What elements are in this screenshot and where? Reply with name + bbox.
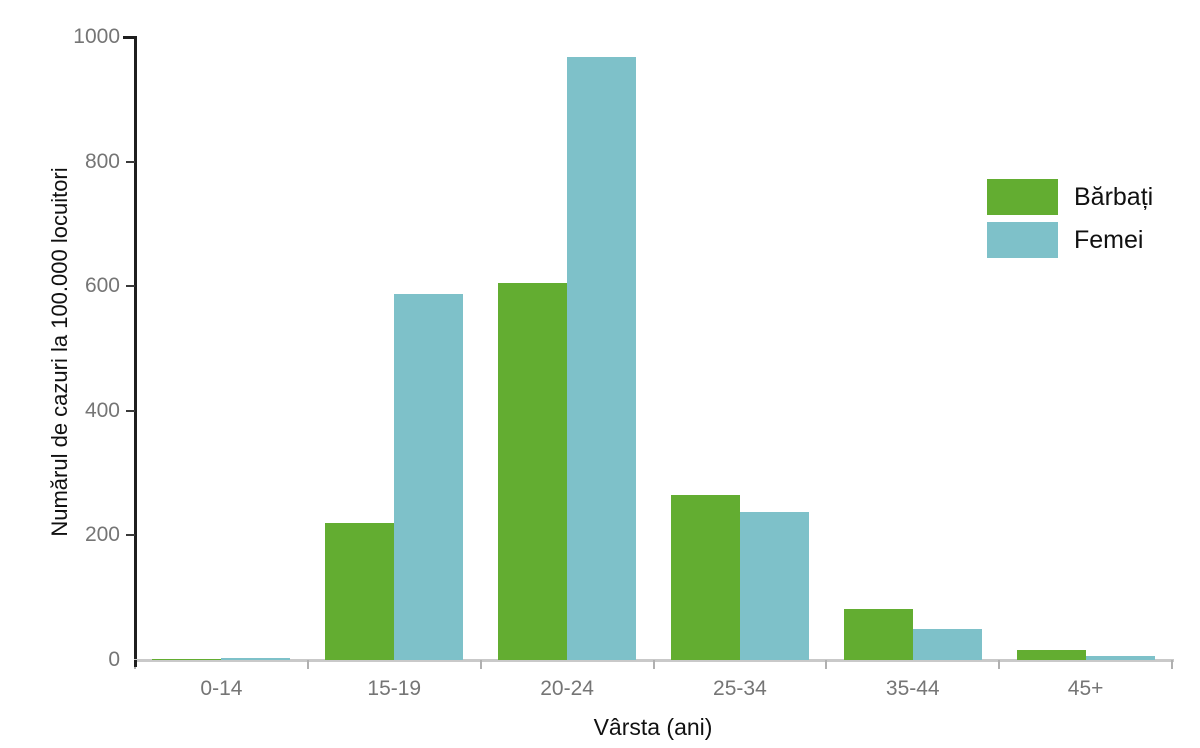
y-tick-label-800: 800	[84, 149, 120, 173]
legend-item-barbati: Bărbați	[987, 179, 1153, 215]
y-tick-label-1000: 1000	[73, 25, 120, 48]
x-tick-label-0-14: 0-14	[200, 677, 243, 700]
x-tick-label-45+: 45+	[1067, 677, 1104, 700]
x-axis-title: Vârsta (ani)	[593, 714, 713, 740]
y-tick-400	[126, 409, 135, 412]
bar-femei-25-34	[739, 511, 809, 660]
y-tick-label-200: 200	[84, 523, 120, 547]
y-tick-label-600: 600	[84, 274, 120, 298]
bar-femei-45+	[1085, 655, 1155, 660]
y-axis-line	[134, 36, 137, 666]
y-axis-title: Numărul de cazuri la 100.000 locuitori	[47, 167, 72, 537]
bar-barbati-35-44	[843, 608, 913, 660]
bar-barbati-25-34	[670, 494, 740, 660]
x-tick-6	[1171, 660, 1173, 669]
legend-label-barbati: Bărbați	[1074, 183, 1154, 211]
bar-femei-0-14	[221, 658, 291, 660]
y-axis-top-tick	[123, 36, 135, 39]
y-tick-600	[126, 285, 135, 288]
bar-barbati-15-19	[325, 522, 395, 660]
x-tick-label-20-24: 20-24	[540, 677, 594, 700]
x-tick-5	[998, 660, 1001, 669]
legend: Bărbați Femei	[987, 179, 1153, 265]
x-tick-label-25-34: 25-34	[713, 677, 767, 700]
y-tick-label-400: 400	[84, 398, 120, 422]
y-tick-800	[126, 160, 135, 163]
bar-femei-35-44	[912, 628, 982, 660]
x-tick-2	[479, 660, 482, 669]
y-tick-label-0: 0	[108, 648, 120, 671]
bar-barbati-0-14	[152, 659, 222, 660]
legend-label-femei: Femei	[1074, 226, 1144, 254]
x-tick-label-15-19: 15-19	[367, 677, 422, 700]
legend-swatch-barbati	[987, 179, 1058, 215]
x-tick-3	[652, 660, 655, 669]
legend-item-femei: Femei	[987, 222, 1153, 258]
bar-barbati-20-24	[498, 283, 568, 660]
bar-femei-20-24	[567, 56, 637, 660]
x-tick-4	[825, 660, 828, 669]
x-axis-zero-tick	[134, 660, 137, 667]
x-tick-1	[306, 660, 309, 669]
bar-barbati-45+	[1016, 650, 1086, 660]
bar-femei-15-19	[394, 293, 464, 660]
legend-swatch-femei	[987, 222, 1058, 258]
y-tick-200	[126, 534, 135, 537]
x-tick-label-35-44: 35-44	[885, 677, 940, 700]
